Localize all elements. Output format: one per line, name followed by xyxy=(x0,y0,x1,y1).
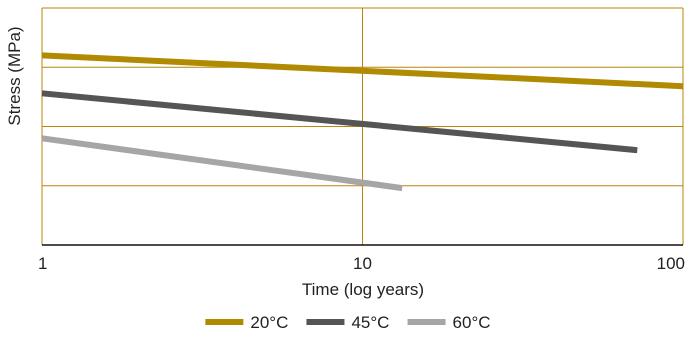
x-tick-label: 100 xyxy=(657,254,685,273)
series-line-3 xyxy=(41,135,403,192)
legend: 20°C 45°C 60°C xyxy=(205,313,491,332)
x-tick-label: 10 xyxy=(353,254,372,273)
y-axis-label: Stress (MPa) xyxy=(5,26,24,125)
series-line-1 xyxy=(41,52,684,90)
series-lines xyxy=(41,52,684,192)
x-axis-label: Time (log years) xyxy=(302,280,424,299)
legend-label-3: 60°C xyxy=(453,313,491,332)
series-line-2 xyxy=(41,90,638,154)
x-tick-label: 1 xyxy=(38,254,47,273)
legend-label-1: 20°C xyxy=(250,313,288,332)
legend-label-2: 45°C xyxy=(351,313,389,332)
x-tick-labels: 1 10 100 xyxy=(38,254,685,273)
